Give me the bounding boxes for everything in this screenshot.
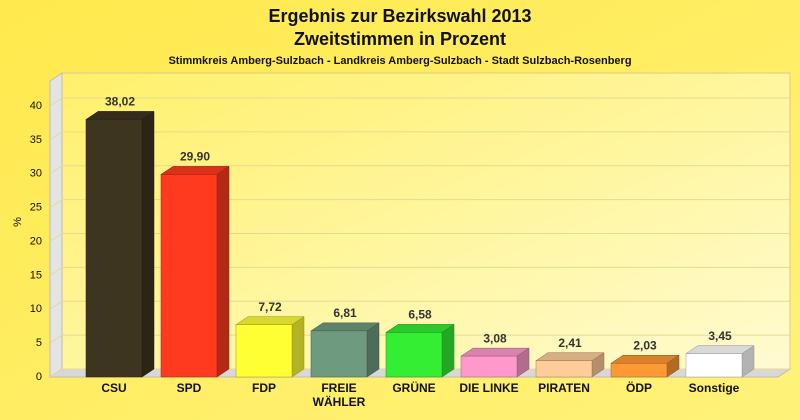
bar [85,119,143,378]
bar-side [141,110,155,378]
y-tick-label: 10 [30,303,42,315]
x-tick-label: PIRATEN [538,381,590,395]
bar-side [291,316,305,378]
x-tick-label: FREIE WÄHLER [313,381,366,409]
x-tick-label: SPD [177,381,202,395]
value-label: 6,58 [408,308,432,322]
bar-top [460,347,530,357]
y-tick-label: 20 [30,235,42,247]
grid-line [49,131,790,141]
y-tick-label: 30 [30,168,42,180]
bar-side [366,322,380,378]
grid-line [49,97,790,107]
bar-top [535,352,605,361]
grid-line [49,233,790,242]
y-tick-label: 25 [30,202,42,214]
y-tick-label: 0 [36,371,42,383]
chart-caption: Stimmkreis Amberg-Sulzbach - Landkreis A… [168,55,631,67]
x-tick-label: CSU [101,381,126,395]
value-label: 3,08 [483,331,507,345]
y-tick-label: 35 [30,134,42,146]
bar-top [610,354,680,364]
value-label: 7,72 [258,300,282,314]
chart-title: Ergebnis zur Bezirkswahl 2013 [268,6,531,26]
bar-top [310,322,380,332]
bar [385,332,443,378]
grid-line [49,165,790,175]
x-tick-label: Sonstige [689,381,740,395]
x-tick-label: DIE LINKE [459,381,518,395]
y-tick-label: 15 [30,269,42,281]
x-tick-label: FDP [252,381,276,395]
bar-top [235,316,305,325]
x-tick-label: ÖDP [626,380,652,395]
grid-line [49,266,790,276]
y-axis-label: % [12,217,24,227]
bar-top [160,166,230,175]
value-label: 3,45 [708,329,732,343]
bar [685,353,743,378]
left-wall [49,72,63,378]
value-label: 38,02 [105,95,135,109]
y-tick-label: 40 [30,100,42,112]
value-label: 29,90 [180,150,210,164]
value-label: 2,03 [633,338,657,352]
bar [160,174,218,378]
grid-line [49,199,790,209]
bar [235,324,293,378]
bar-top [385,324,455,333]
bar-side [216,165,230,378]
bar [535,360,593,378]
x-tick-label: GRÜNE [392,380,435,395]
bar-side [441,323,455,378]
bar [310,330,368,378]
bar [610,362,668,378]
bar [460,355,518,378]
chart-subtitle: Zweitstimmen in Prozent [294,29,506,49]
value-label: 6,81 [333,306,357,320]
grid-line [49,334,790,344]
y-tick-label: 5 [36,337,42,349]
grid-line [49,300,790,310]
value-label: 2,41 [558,336,582,350]
bar-top [685,345,755,354]
bar-top [85,111,155,120]
